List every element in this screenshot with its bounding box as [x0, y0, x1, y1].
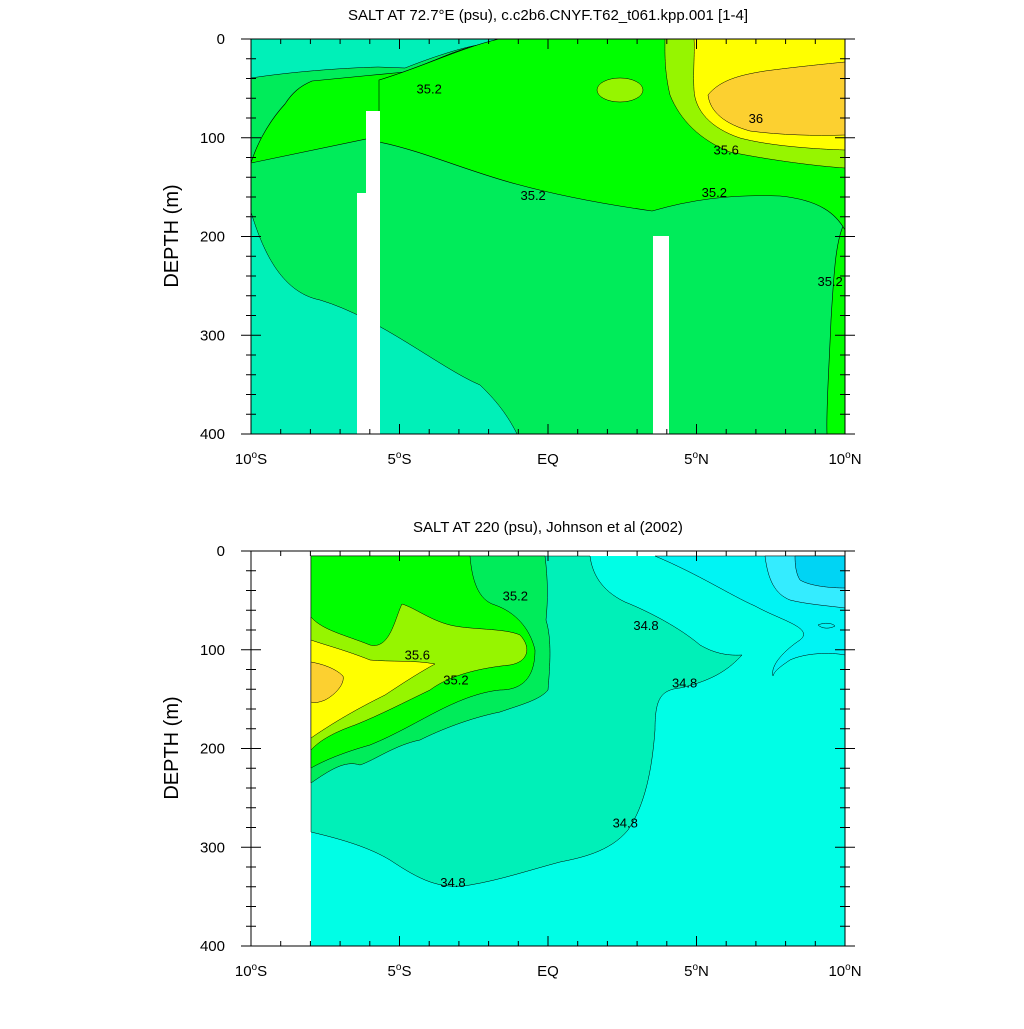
- model-y-tick-label: 0: [217, 31, 225, 48]
- obs-contour-label: 34.8: [633, 618, 658, 633]
- obs-x-tick-label: 10oN: [828, 962, 861, 980]
- fill-fresh-3: [794, 555, 845, 589]
- fill-35-8-36-0: [310, 661, 344, 703]
- obs-contour-label: 35.2: [443, 672, 468, 687]
- model-x-tick-label: 10oS: [235, 450, 267, 468]
- mask-column-1: [357, 193, 367, 434]
- obs-contour-label: 34.8: [613, 816, 638, 831]
- obs-y-tick-label: 300: [200, 839, 225, 856]
- model-x-tick-label: EQ: [537, 451, 559, 468]
- obs-y-tick-label: 200: [200, 741, 225, 758]
- obs-x-tick-label: EQ: [537, 963, 559, 980]
- obs-panel: SALT AT 220 (psu), Johnson et al (2002) …: [161, 519, 862, 980]
- model-contour-label: 35.2: [702, 185, 727, 200]
- model-axes: 10oS 5oS EQ 5oN 10oN 0 100 200 300 400: [200, 31, 862, 468]
- mask-column-2: [366, 111, 380, 434]
- obs-contour-label: 34.8: [672, 675, 697, 690]
- mask-column-3: [653, 236, 669, 434]
- fill-lt-34-8: [251, 39, 501, 79]
- model-contour-fills: [251, 39, 845, 434]
- obs-ylabel: DEPTH (m): [161, 696, 183, 799]
- model-x-tick-label: 5oS: [388, 450, 412, 468]
- model-contour-label: 35.6: [714, 143, 739, 158]
- contour-small-loop: [817, 622, 836, 629]
- model-contour-label: 35.2: [817, 274, 842, 289]
- obs-contour-label: 35.2: [503, 588, 528, 603]
- model-contour-labels: 35.2 36 35.6 35.2 35.2 35.2: [417, 81, 843, 289]
- fill-35-4-35-6: [310, 603, 528, 751]
- fill-35-6-35-8: [310, 639, 436, 739]
- fill-35-4-35-6-bubble: [596, 77, 644, 103]
- model-y-tick-label: 100: [200, 130, 225, 147]
- model-y-tick-label: 400: [200, 426, 225, 443]
- obs-x-tick-label: 5oS: [388, 962, 412, 980]
- obs-y-tick-label: 100: [200, 642, 225, 659]
- model-y-tick-label: 300: [200, 327, 225, 344]
- obs-contour-label: 34.8: [440, 875, 465, 890]
- obs-title: SALT AT 220 (psu), Johnson et al (2002): [413, 519, 683, 536]
- obs-x-tick-label: 5oN: [684, 962, 709, 980]
- model-ylabel: DEPTH (m): [161, 184, 183, 287]
- fill-35-8-36-0: [707, 61, 845, 136]
- obs-y-tick-label: 400: [200, 938, 225, 955]
- obs-contour-fills: [251, 551, 845, 946]
- obs-x-tick-label: 10oS: [235, 962, 267, 980]
- model-y-tick-label: 200: [200, 229, 225, 246]
- obs-y-tick-label: 0: [217, 543, 225, 560]
- model-contour-label: 36: [749, 111, 763, 126]
- model-title: SALT AT 72.7°E (psu), c.c2b6.CNYF.T62_t0…: [348, 7, 748, 24]
- model-contour-label: 35.2: [417, 81, 442, 96]
- obs-contour-labels: 35.2 34.8 35.6 35.2 34.8 34.8 34.8: [405, 588, 698, 889]
- obs-axes: 10oS 5oS EQ 5oN 10oN 0 100 200 300 400: [200, 543, 862, 980]
- model-x-tick-label: 5oN: [684, 450, 709, 468]
- model-x-tick-label: 10oN: [828, 450, 861, 468]
- obs-contour-label: 35.6: [405, 648, 430, 663]
- model-contour-label: 35.2: [520, 188, 545, 203]
- model-panel: SALT AT 72.7°E (psu), c.c2b6.CNYF.T62_t0…: [161, 7, 862, 468]
